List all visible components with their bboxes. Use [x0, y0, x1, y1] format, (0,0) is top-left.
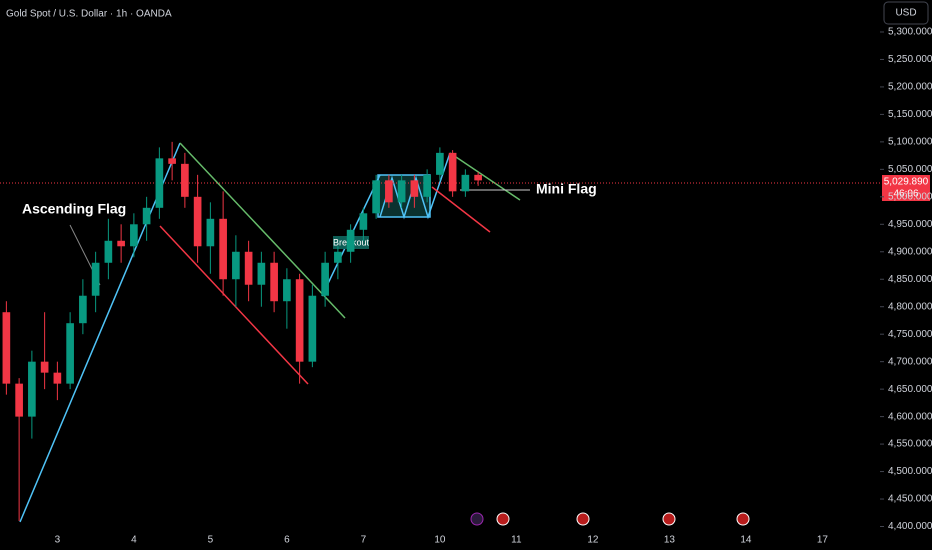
candle-body	[79, 295, 87, 324]
candle-body	[40, 361, 49, 373]
currency: USD	[895, 8, 916, 19]
candle-body	[104, 240, 113, 263]
candles	[2, 141, 482, 522]
trend-line	[159, 225, 309, 385]
x-tick-label: 17	[817, 535, 829, 546]
candle-body	[28, 361, 36, 417]
candle-body	[206, 218, 215, 247]
x-tick-label: 6	[284, 535, 290, 546]
y-tick-label: 4,850.000	[888, 274, 932, 285]
y-tick-label: 4,650.000	[888, 384, 932, 395]
candle-body	[385, 180, 393, 203]
candle-body	[142, 207, 151, 225]
y-tick-label: 4,700.000	[888, 356, 932, 367]
x-tick-label: 5	[208, 535, 214, 546]
y-tick-label: 5,050.000	[888, 164, 932, 175]
x-tick-label: 3	[55, 535, 61, 546]
chart-title: Gold Spot / U.S. Dollar · 1h · OANDA	[6, 9, 172, 20]
x-tick-label: 10	[434, 535, 446, 546]
last-price: 5,029.890	[884, 177, 929, 188]
event-icon[interactable]	[496, 512, 510, 526]
x-tick-label: 12	[587, 535, 599, 546]
candle-body	[193, 196, 202, 247]
y-tick-label: 4,450.000	[888, 494, 932, 505]
event-icons	[470, 512, 750, 526]
x-tick-label: 4	[131, 535, 137, 546]
y-tick-label: 5,150.000	[888, 109, 932, 120]
candle-body	[270, 262, 278, 302]
event-icon[interactable]	[662, 512, 676, 526]
candle-body	[474, 174, 482, 181]
candle-body	[397, 180, 406, 203]
x-tick-label: 7	[361, 535, 367, 546]
event-icon[interactable]	[576, 512, 590, 526]
candle-body	[244, 251, 253, 285]
y-tick-label: 5,100.000	[888, 137, 932, 148]
y-tick-label: 4,950.000	[888, 219, 932, 230]
y-tick-label: 4,800.000	[888, 301, 932, 312]
y-tick-label: 4,400.000	[888, 521, 932, 532]
candle-body	[359, 213, 368, 230]
candle-body	[346, 229, 355, 252]
y-tick-label: 4,500.000	[888, 466, 932, 477]
candle-body	[155, 158, 164, 208]
candle-body	[66, 323, 74, 384]
candle-body	[372, 180, 380, 214]
candle-body	[448, 152, 457, 192]
y-tick-label: 5,250.000	[888, 54, 932, 65]
price-label	[882, 175, 930, 201]
trend-line	[19, 142, 181, 523]
candle-body	[308, 295, 317, 362]
candle-body	[295, 279, 304, 362]
currency-button[interactable]	[883, 1, 929, 25]
candle-body	[53, 372, 62, 384]
candle-body	[423, 174, 431, 197]
candle-body	[181, 163, 189, 197]
annotation: Mini Flag	[536, 181, 597, 197]
candle-body	[2, 312, 11, 384]
candle-body	[321, 262, 329, 296]
event-icon[interactable]	[736, 512, 750, 526]
y-tick-label: 4,900.000	[888, 246, 932, 257]
candle-body	[130, 224, 138, 247]
candle-body	[283, 279, 291, 302]
candle-body	[168, 158, 176, 164]
y-tick-label: 5,300.000	[888, 27, 932, 38]
countdown: 46:06	[893, 189, 918, 200]
candle-body	[15, 383, 23, 417]
candle-body	[410, 180, 419, 197]
trend-line	[449, 152, 521, 201]
annotation: Ascending Flag	[22, 201, 126, 217]
x-tick-label: 13	[664, 535, 676, 546]
trend-line	[431, 186, 491, 233]
y-tick-label: 5,000.000	[888, 191, 932, 202]
candle-body	[117, 240, 125, 247]
trend-line	[179, 142, 346, 319]
candle-body	[232, 251, 240, 280]
candle-body	[257, 262, 266, 285]
candle-body	[219, 218, 227, 280]
y-tick-label: 5,200.000	[888, 82, 932, 93]
y-tick-label: 4,600.000	[888, 411, 932, 422]
x-tick-label: 11	[511, 535, 522, 546]
event-icon[interactable]	[470, 512, 484, 526]
x-tick-label: 14	[740, 535, 752, 546]
candle-body	[91, 262, 100, 296]
y-tick-label: 4,750.000	[888, 329, 932, 340]
candle-body	[436, 152, 444, 175]
candle-body	[334, 251, 342, 263]
y-tick-label: 4,550.000	[888, 439, 932, 450]
candle-body	[461, 174, 470, 192]
